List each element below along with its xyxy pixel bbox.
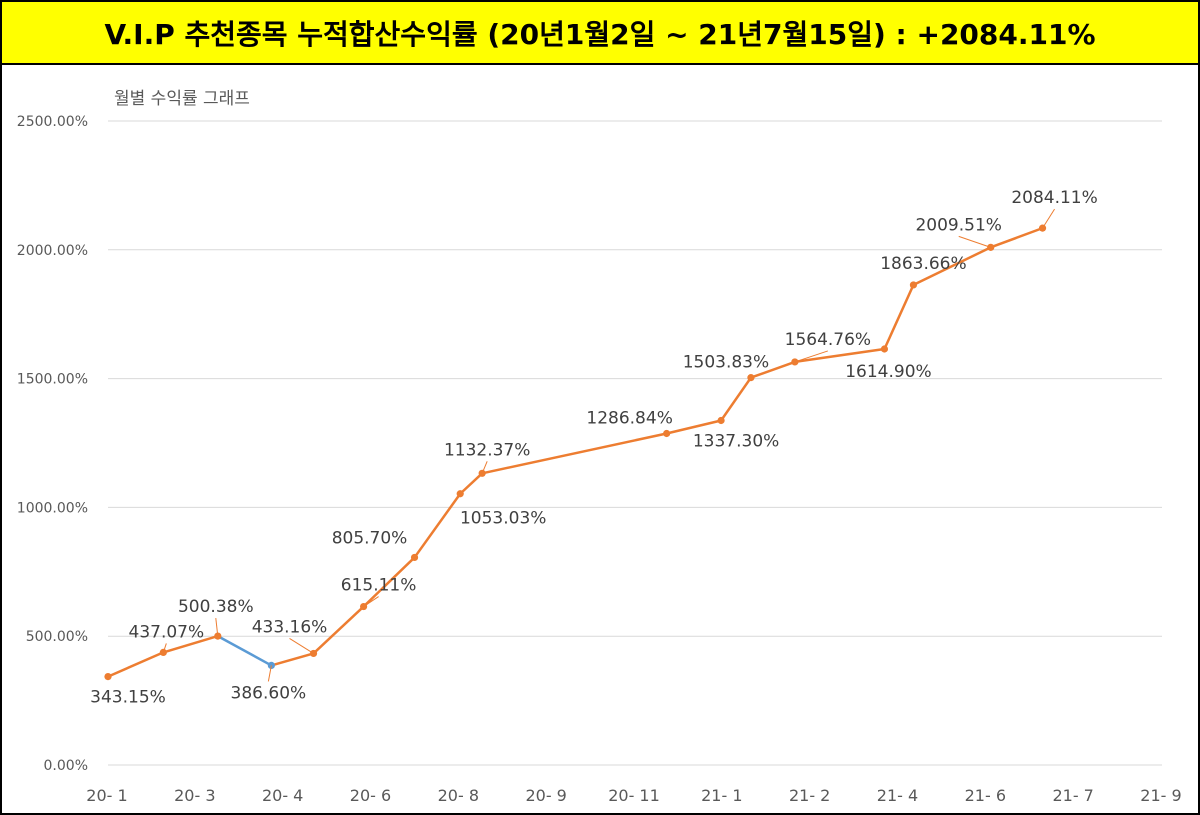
- x-tick-label: 21- 6: [965, 786, 1006, 805]
- line-segment: [270, 652, 315, 667]
- data-point: [104, 673, 112, 681]
- line-segment: [480, 432, 668, 475]
- y-tick-label: 1000.00%: [17, 500, 88, 516]
- x-tick-label: 20- 8: [438, 786, 479, 805]
- x-tick-label: 20- 11: [608, 786, 660, 805]
- x-tick-label: 21- 4: [877, 786, 918, 805]
- data-label: 1564.76%: [785, 330, 871, 350]
- x-tick-label: 20- 9: [525, 786, 566, 805]
- data-label: 437.07%: [129, 622, 205, 642]
- line-segment: [989, 226, 1044, 249]
- data-label: 2009.51%: [915, 215, 1001, 235]
- data-point: [159, 648, 167, 657]
- data-label: 615.11%: [341, 576, 417, 596]
- label-leader-line: [481, 461, 488, 474]
- data-label: 1286.84%: [586, 409, 672, 429]
- x-tick-label: 20- 1: [86, 786, 127, 805]
- line-segment: [216, 634, 273, 667]
- series-line: [106, 226, 1044, 678]
- line-segment: [793, 347, 886, 364]
- data-point: [410, 553, 419, 562]
- y-tick-label: 1500.00%: [17, 372, 88, 388]
- x-tick-label: 21- 1: [701, 786, 742, 805]
- x-tick-label: 21- 7: [1052, 786, 1093, 805]
- data-label: 343.15%: [90, 688, 166, 708]
- line-segment: [458, 472, 484, 495]
- data-label: 805.70%: [332, 528, 408, 548]
- data-point: [359, 602, 368, 611]
- x-tick-label: 20- 6: [350, 786, 391, 805]
- data-label: 1614.90%: [845, 362, 931, 382]
- data-point: [214, 632, 222, 640]
- line-segment: [413, 492, 462, 559]
- data-point: [747, 374, 755, 382]
- data-label: 1053.03%: [460, 509, 546, 529]
- data-label: 1503.83%: [683, 353, 769, 373]
- data-label: 500.38%: [178, 597, 254, 617]
- page-title: V.I.P 추천종목 누적합산수익률 (20년1월2일 ~ 21년7월15일) …: [2, 2, 1198, 65]
- line-segment: [749, 360, 797, 379]
- label-leader-line: [267, 665, 272, 682]
- x-tick-label: 21- 2: [789, 786, 830, 805]
- y-axis-ticks: 0.00% 500.00% 1000.00% 1500.00% 2000.00% 2500…: [17, 114, 88, 774]
- data-point: [663, 429, 671, 438]
- data-point: [909, 281, 918, 289]
- data-label: 433.16%: [252, 617, 328, 637]
- y-tick-label: 0.00%: [44, 758, 88, 774]
- y-tick-label: 500.00%: [26, 629, 88, 645]
- line-segment: [106, 651, 165, 678]
- label-leaders: [162, 208, 1055, 682]
- x-tick-label: 20- 3: [174, 786, 215, 805]
- gridlines: [108, 120, 1162, 766]
- label-leader-line: [289, 637, 314, 654]
- line-segment: [312, 605, 365, 655]
- x-axis-ticks: 20- 1 20- 3 20- 4 20- 6 20- 8 20- 9 20- 11 21- …: [86, 786, 1181, 805]
- line-segment: [665, 419, 723, 435]
- chart-subtitle: 월별 수익률 그래프: [114, 89, 250, 109]
- line-segment: [162, 634, 220, 654]
- label-leader-line: [215, 618, 219, 637]
- data-label: 1337.30%: [693, 432, 779, 452]
- label-leader-line: [162, 643, 167, 653]
- label-leader-line: [794, 350, 829, 363]
- x-tick-label: 21- 9: [1140, 786, 1181, 805]
- line-segment: [883, 283, 915, 351]
- data-label: 1132.37%: [444, 440, 530, 460]
- y-tick-label: 2500.00%: [17, 114, 88, 130]
- y-tick-label: 2000.00%: [17, 243, 88, 259]
- data-label: 386.60%: [231, 683, 307, 703]
- data-point: [880, 345, 889, 353]
- x-tick-label: 20- 4: [262, 786, 303, 805]
- line-segment: [912, 246, 992, 287]
- label-leader-line: [958, 235, 991, 248]
- data-label: 1863.66%: [880, 254, 966, 274]
- line-segment: [719, 376, 753, 422]
- data-labels: 343.15% 437.07% 500.38% 386.60% 433.16% 615.1…: [90, 188, 1098, 707]
- label-leader-line: [1042, 208, 1055, 229]
- label-leader-line: [363, 596, 379, 607]
- data-label: 2084.11%: [1011, 188, 1097, 208]
- data-point: [717, 416, 725, 425]
- data-point: [456, 490, 464, 498]
- line-segment: [362, 556, 416, 608]
